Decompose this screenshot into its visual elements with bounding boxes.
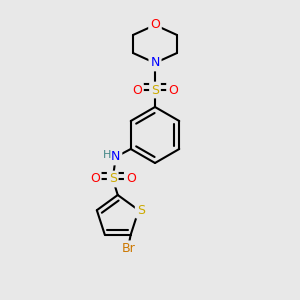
Text: Br: Br bbox=[122, 242, 136, 255]
Text: O: O bbox=[126, 172, 136, 185]
Text: S: S bbox=[137, 204, 145, 217]
Text: H: H bbox=[103, 150, 111, 160]
Text: N: N bbox=[150, 56, 160, 70]
Text: N: N bbox=[111, 151, 120, 164]
Text: O: O bbox=[150, 19, 160, 32]
Text: O: O bbox=[90, 172, 100, 185]
Text: S: S bbox=[109, 172, 117, 185]
Text: O: O bbox=[168, 83, 178, 97]
Text: S: S bbox=[151, 83, 159, 97]
Text: O: O bbox=[132, 83, 142, 97]
